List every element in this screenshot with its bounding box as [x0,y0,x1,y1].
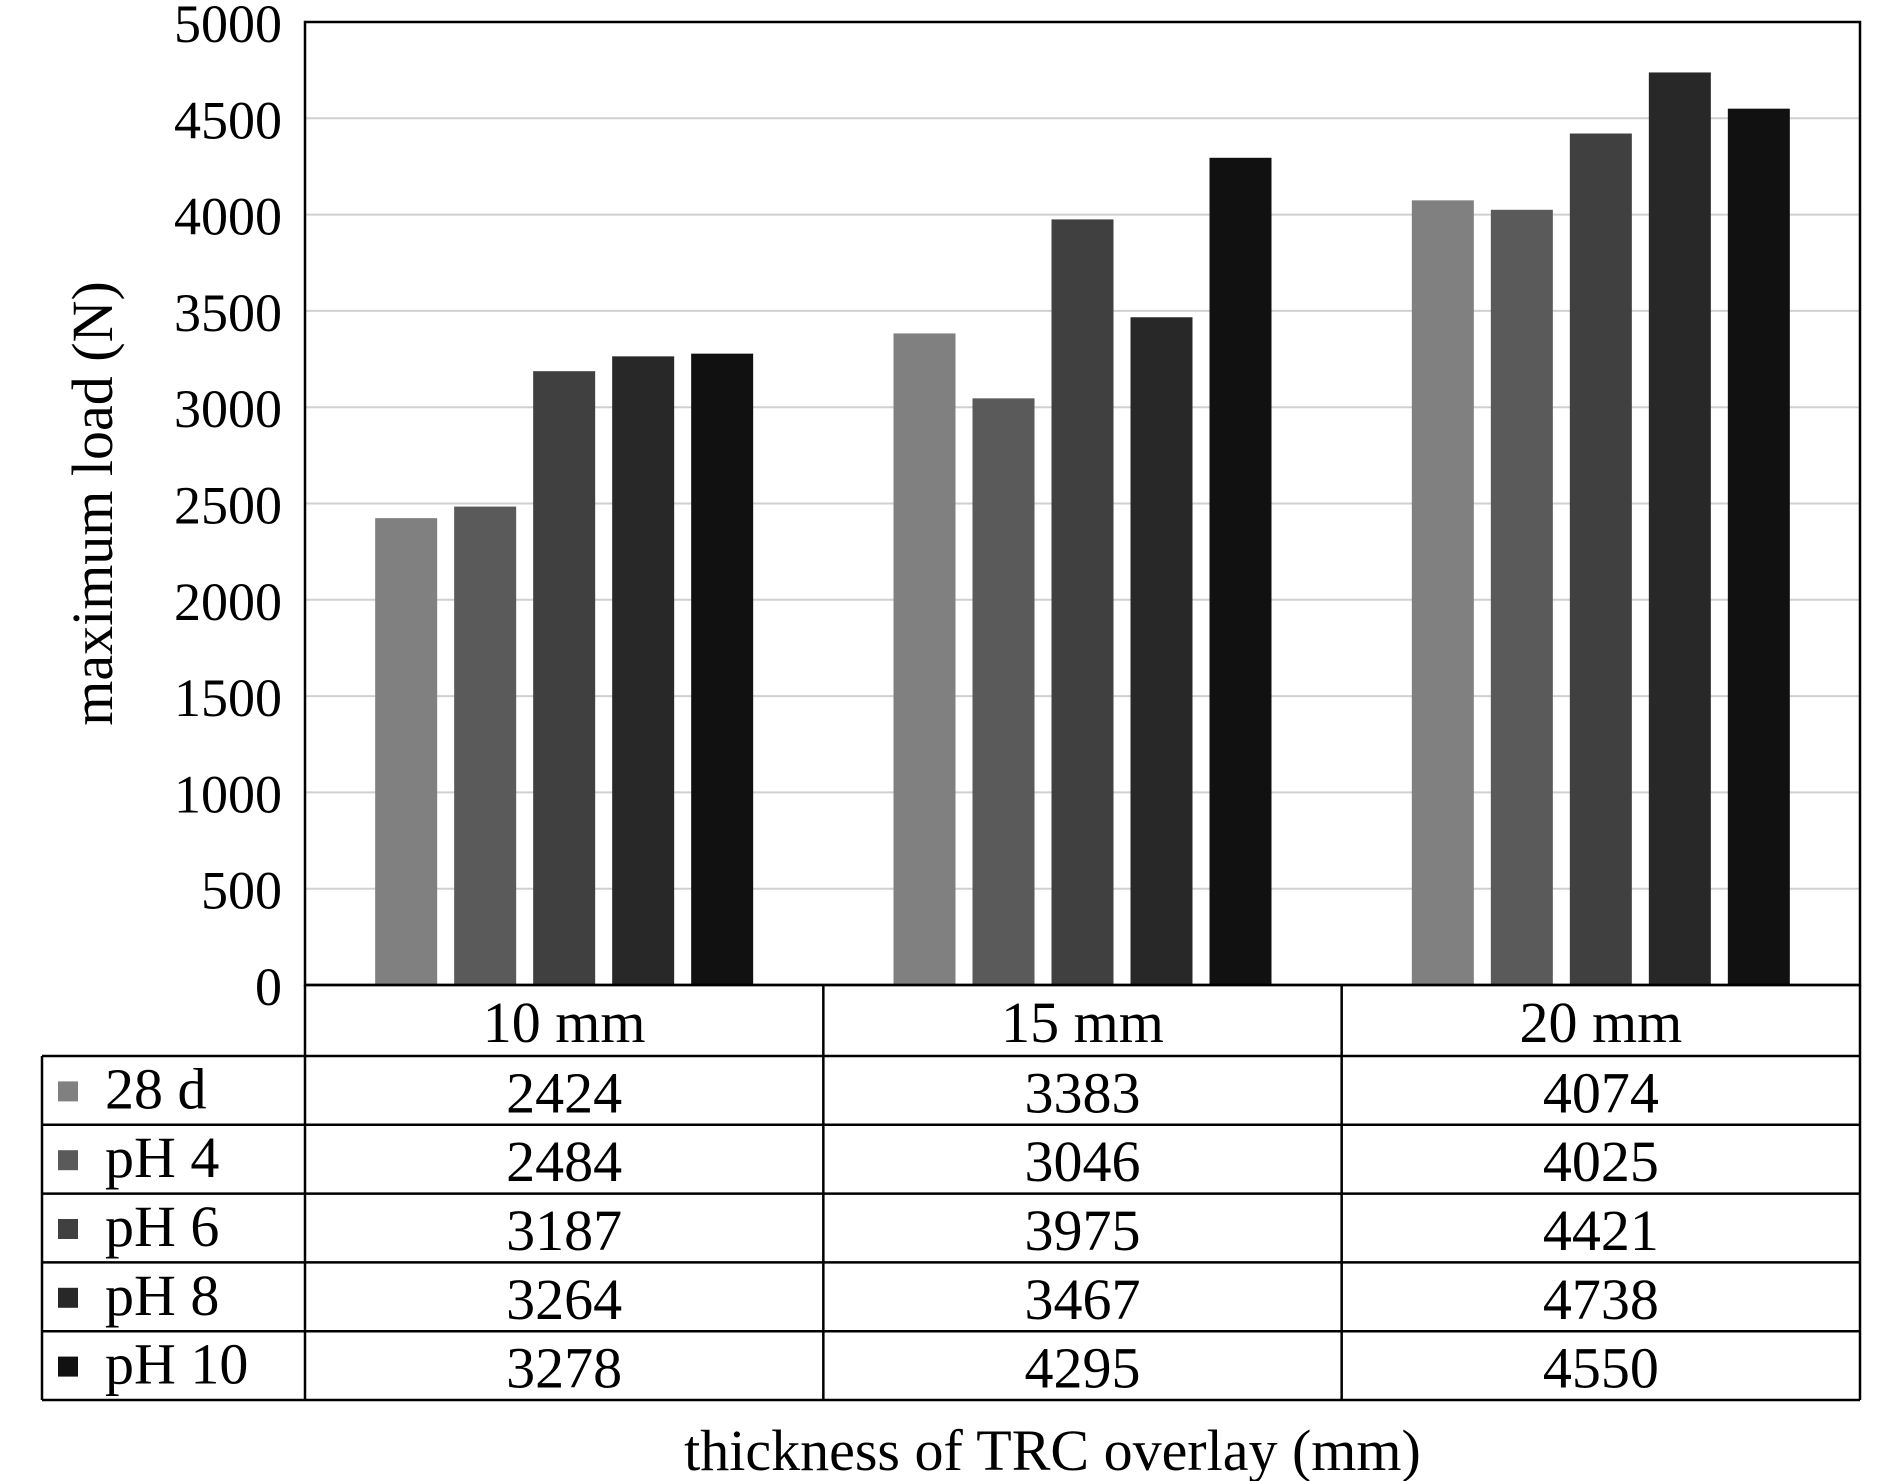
y-tick-label: 3000 [174,379,282,439]
x-axis-label: thickness of TRC overlay (mm) [684,1418,1421,1481]
bar-ph-8-15-mm [1130,317,1193,985]
bar-ph-10-10-mm [691,353,754,985]
data-label: 4295 [1025,1336,1141,1401]
legend-swatch [58,1150,78,1171]
bar-ph-6-15-mm [1051,219,1114,986]
bar-28-d-15-mm [893,333,956,985]
legend-label: pH 6 [105,1194,219,1259]
data-label: 2484 [506,1129,622,1194]
bars [375,72,1790,986]
y-tick-label: 2000 [174,572,282,632]
legend-label: pH 4 [105,1125,219,1190]
y-tick-label: 3500 [174,283,282,343]
y-tick-label: 1500 [174,668,282,728]
y-axis-label: maximum load (N) [60,281,125,726]
legend-swatch [58,1219,78,1239]
data-label: 4025 [1543,1129,1659,1194]
bar-ph-10-20-mm [1727,108,1790,986]
bar-ph-8-20-mm [1648,72,1711,986]
y-tick-label: 1000 [174,764,282,824]
y-tick-label: 4500 [174,90,282,150]
bar-28-d-10-mm [375,518,438,985]
bar-ph-10-15-mm [1209,157,1272,985]
bar-ph-6-10-mm [533,371,596,985]
data-label: 3975 [1025,1198,1141,1263]
bar-ph-6-20-mm [1569,133,1632,986]
data-label: 4074 [1543,1060,1659,1125]
bar-ph-4-15-mm [972,398,1035,985]
legend-swatch [58,1081,78,1102]
y-tick-label: 4000 [174,187,282,247]
data-label: 3278 [506,1336,622,1401]
data-label: 3383 [1025,1060,1141,1125]
y-axis-ticks: 0 500 1000 1500 2000 2500 3000 3500 4000 4500 5000 [174,0,282,1017]
data-label: 2424 [506,1060,622,1125]
y-tick-label: 2500 [174,476,282,536]
data-label: 4550 [1543,1336,1659,1401]
category-label: 10 mm [483,990,646,1055]
category-label: 20 mm [1519,990,1682,1055]
bar-28-d-20-mm [1411,200,1474,985]
y-tick-label: 5000 [174,0,282,54]
data-label: 3264 [506,1267,622,1332]
data-label: 3467 [1025,1267,1141,1332]
bar-ph-4-10-mm [454,506,517,985]
legend-label: pH 8 [105,1263,219,1328]
legend-label: 28 d [105,1056,207,1121]
bar-ph-4-20-mm [1490,209,1553,985]
bar-ph-8-10-mm [612,356,675,985]
legend-label: pH 10 [105,1332,248,1397]
data-label: 3187 [506,1198,622,1263]
data-label: 4421 [1543,1198,1659,1263]
data-label: 4738 [1543,1267,1659,1332]
data-label: 3046 [1025,1129,1141,1194]
category-label: 15 mm [1001,990,1164,1055]
y-tick-label: 500 [201,861,282,921]
y-tick-label: 0 [255,957,282,1017]
legend-swatch [58,1287,78,1308]
legend-swatch [58,1356,78,1377]
